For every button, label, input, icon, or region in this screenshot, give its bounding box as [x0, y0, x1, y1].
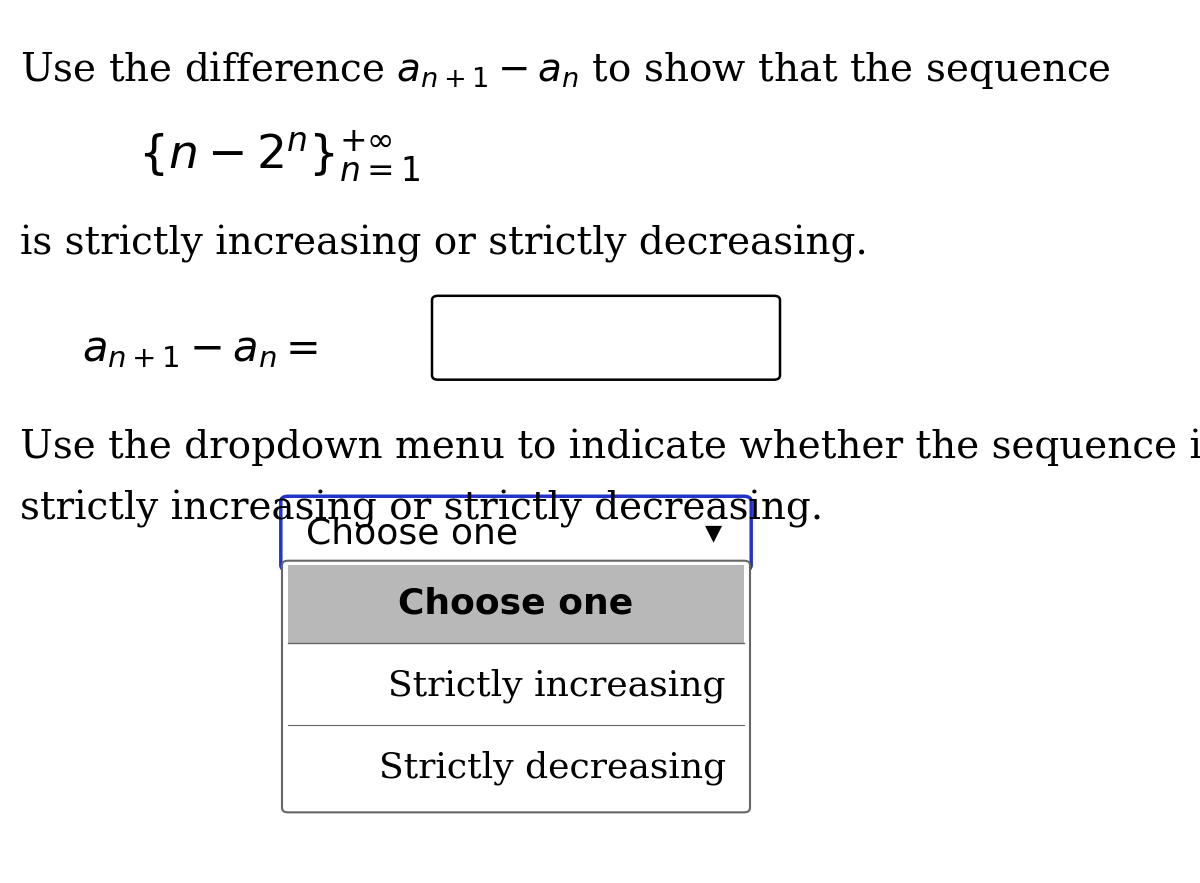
Text: strictly increasing or strictly decreasing.: strictly increasing or strictly decreasi…: [20, 490, 823, 528]
Text: Choose one: Choose one: [306, 517, 518, 550]
FancyBboxPatch shape: [288, 565, 744, 643]
Text: ▼: ▼: [706, 524, 722, 543]
Text: $a_{n+1} - a_n = $: $a_{n+1} - a_n = $: [82, 328, 318, 371]
FancyBboxPatch shape: [281, 496, 751, 570]
Text: Strictly decreasing: Strictly decreasing: [379, 751, 726, 786]
Text: is strictly increasing or strictly decreasing.: is strictly increasing or strictly decre…: [20, 225, 868, 263]
FancyBboxPatch shape: [282, 561, 750, 812]
Text: $\{n - 2^n\}_{n=1}^{+\infty}$: $\{n - 2^n\}_{n=1}^{+\infty}$: [138, 128, 421, 184]
Text: Use the dropdown menu to indicate whether the sequence is: Use the dropdown menu to indicate whethe…: [20, 428, 1200, 465]
FancyBboxPatch shape: [432, 296, 780, 380]
Text: Strictly increasing: Strictly increasing: [389, 668, 726, 704]
Text: Use the difference $a_{n+1} - a_n$ to show that the sequence: Use the difference $a_{n+1} - a_n$ to sh…: [20, 49, 1111, 91]
Text: Choose one: Choose one: [398, 587, 634, 621]
